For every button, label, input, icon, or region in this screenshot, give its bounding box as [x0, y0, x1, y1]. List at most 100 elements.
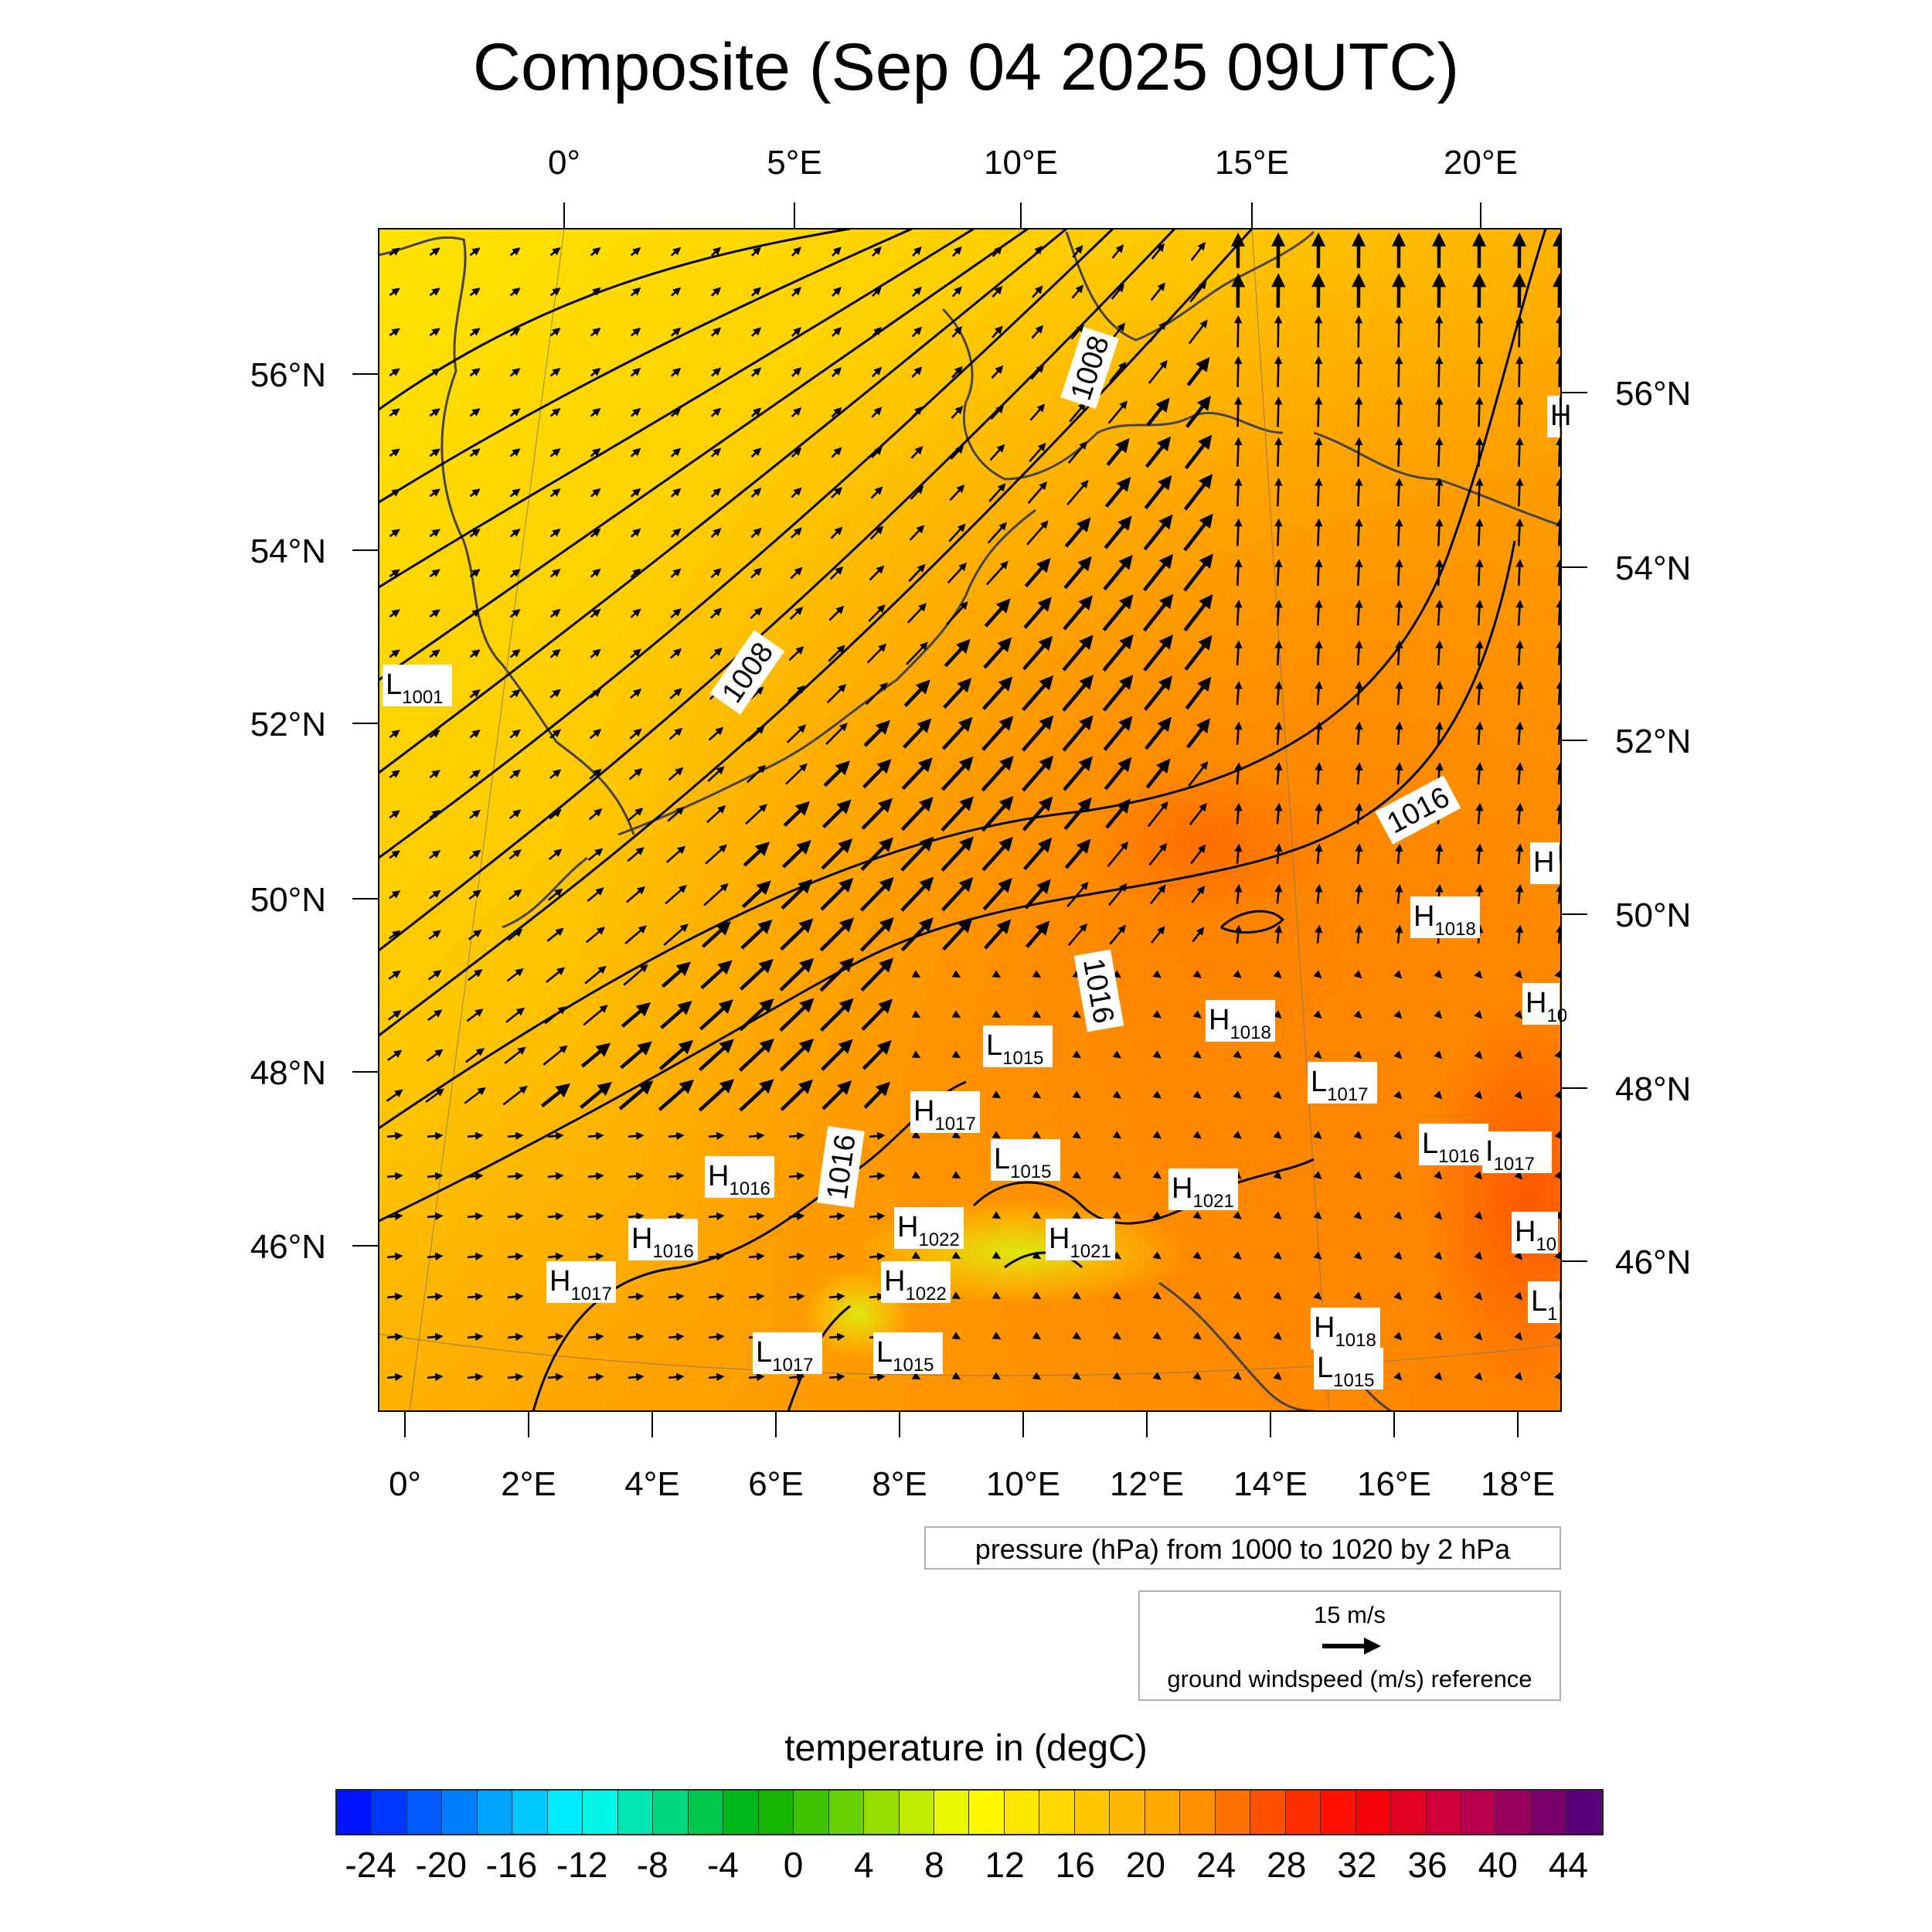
wind-arrow — [1029, 403, 1046, 421]
wind-arrow — [1315, 681, 1323, 706]
wind-arrow — [911, 286, 922, 298]
wind-arrow — [1234, 721, 1243, 745]
wind-arrow — [1315, 843, 1323, 865]
wind-arrow — [580, 1081, 612, 1110]
wind-arrow — [1072, 1171, 1082, 1179]
wind-arrow — [429, 609, 440, 618]
wind-arrow — [1313, 1171, 1322, 1180]
wind-arrow — [1063, 595, 1094, 631]
wind-arrow — [1315, 600, 1323, 626]
wind-arrow — [708, 1212, 725, 1221]
wind-arrow — [429, 328, 440, 337]
wind-arrow — [1435, 843, 1444, 865]
wind-arrow — [587, 887, 604, 902]
wind-arrow — [1102, 675, 1134, 712]
wind-arrow — [1395, 681, 1403, 706]
wind-arrow — [507, 1372, 524, 1382]
wind-arrow — [862, 1039, 892, 1070]
wind-arrow — [708, 1131, 725, 1141]
wind-arrow — [1556, 437, 1561, 467]
wind-arrow — [828, 1292, 845, 1301]
colorbar-swatch — [372, 1791, 407, 1834]
colorbar-tick-label: 36 — [1407, 1845, 1447, 1885]
wind-arrow — [507, 928, 523, 941]
pressure-center-h: H1017 — [546, 1261, 616, 1304]
wind-arrow — [389, 448, 400, 457]
wind-arrow — [509, 648, 521, 658]
wind-arrow — [866, 682, 888, 706]
wind-arrow — [1274, 843, 1283, 865]
wind-arrow — [940, 756, 974, 791]
wind-arrow — [1435, 640, 1444, 665]
wind-arrow — [1023, 837, 1053, 871]
wind-arrow — [861, 998, 893, 1031]
wind-arrow — [981, 716, 1014, 751]
wind-arrow — [509, 488, 521, 498]
wind-arrow — [710, 287, 722, 297]
wind-arrow — [508, 889, 522, 900]
wind-arrow — [821, 1039, 853, 1071]
wind-arrow — [549, 689, 561, 699]
wind-arrow — [911, 366, 923, 378]
wind-arrow — [544, 1006, 566, 1025]
wind-arrow — [987, 522, 1008, 544]
colorbar-tick-label: -12 — [556, 1845, 608, 1885]
wind-arrow — [1474, 1010, 1483, 1019]
bottom-lon-16e: 16°E — [1357, 1465, 1431, 1503]
colorbar-swatch — [1110, 1791, 1145, 1834]
wind-arrow — [587, 1372, 604, 1382]
wind-arrow — [1514, 1050, 1523, 1060]
wind-arrow — [751, 287, 761, 297]
wind-arrow — [670, 528, 682, 538]
wind-arrow — [992, 1332, 1002, 1340]
wind-arrow — [1149, 884, 1166, 905]
colorbar-swatch — [1321, 1791, 1356, 1834]
wind-arrow — [1072, 1131, 1082, 1139]
wind-arrow — [1355, 478, 1363, 507]
wind-arrow — [830, 526, 843, 539]
wind-arrow — [429, 569, 440, 578]
wind-arrow — [1556, 559, 1561, 587]
wind-arrow — [668, 1212, 685, 1221]
wind-arrow — [1474, 1251, 1483, 1260]
wind-arrow — [708, 1332, 725, 1342]
wind-arrow — [1192, 1291, 1202, 1300]
wind-arrow — [590, 327, 601, 337]
colorbar-swatch — [512, 1791, 548, 1834]
wind-arrow — [699, 999, 733, 1031]
wind-arrow — [750, 327, 762, 337]
wind-arrow — [1393, 1251, 1403, 1260]
wind-arrow — [1315, 924, 1323, 944]
wind-arrow — [1145, 436, 1172, 468]
wind-arrow — [1032, 245, 1043, 258]
wind-arrow — [1149, 321, 1167, 343]
pressure-info-box: pressure (hPa) from 1000 to 1020 by 2 hP… — [924, 1526, 1561, 1570]
wind-arrow — [1063, 556, 1092, 590]
wind-arrow — [467, 1252, 484, 1261]
wind-arrow — [984, 919, 1012, 950]
wind-arrow — [429, 448, 440, 457]
wind-arrow — [703, 883, 729, 906]
wind-arrow — [1556, 681, 1561, 706]
wind-arrow — [1353, 1010, 1362, 1019]
wind-arrow — [1274, 681, 1283, 706]
wind-arrow — [1233, 1332, 1242, 1340]
wind-arrow — [506, 968, 524, 982]
wind-arrow — [467, 1332, 484, 1342]
wind-arrow — [1192, 1010, 1202, 1019]
wind-arrow — [630, 367, 641, 377]
wind-arrow — [992, 285, 1003, 298]
wind-arrow — [1233, 1211, 1242, 1219]
wind-arrow — [820, 877, 854, 911]
wind-arrow — [1395, 762, 1403, 785]
pressure-center-l: L1017 — [1308, 1062, 1377, 1105]
wind-arrow — [911, 1372, 921, 1379]
left-lat-52n: 52°N — [250, 706, 326, 743]
wind-arrow — [386, 1212, 403, 1221]
wind-arrow — [1355, 721, 1363, 745]
left-lat-46n: 46°N — [250, 1228, 326, 1266]
wind-arrow — [748, 1372, 765, 1382]
wind-arrow — [826, 683, 847, 704]
wind-arrow — [427, 1131, 444, 1141]
wind-arrow — [1184, 634, 1213, 671]
